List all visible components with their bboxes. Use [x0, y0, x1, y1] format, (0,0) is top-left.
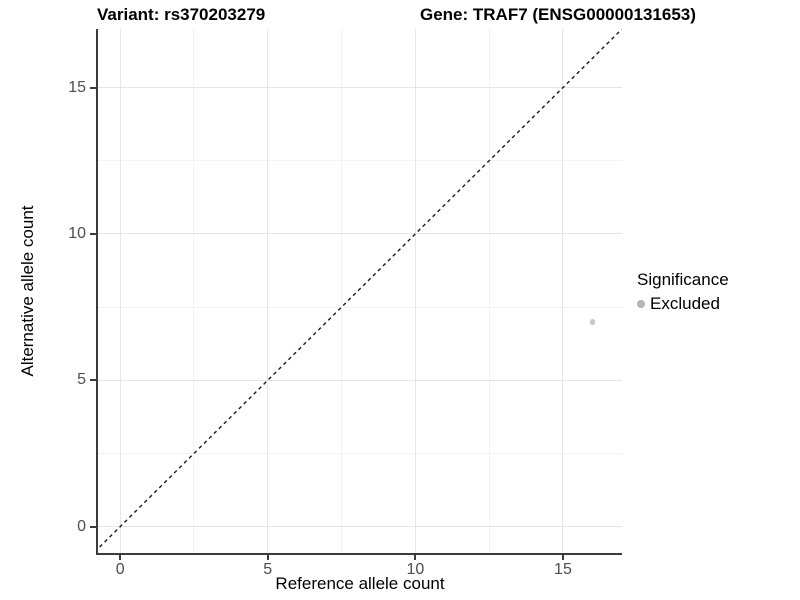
x-axis-tick: [561, 555, 564, 560]
x-minor-gridline: [341, 29, 343, 553]
y-minor-gridline: [98, 160, 622, 162]
x-minor-gridline: [488, 29, 490, 553]
x-tick-label: 10: [406, 561, 425, 578]
data-point: [589, 318, 596, 325]
y-major-gridline: [98, 526, 622, 528]
legend: Significance Excluded: [637, 270, 729, 314]
x-axis-tick: [119, 555, 122, 560]
y-tick-label: 10: [68, 224, 86, 242]
y-axis-tick: [90, 86, 96, 89]
y-axis-tick: [90, 232, 96, 235]
y-major-gridline: [98, 87, 622, 89]
x-minor-gridline: [193, 29, 195, 553]
x-axis-tick: [266, 555, 269, 560]
x-axis-title: Reference allele count: [275, 574, 445, 593]
x-major-gridline: [119, 29, 121, 553]
plot-panel: [98, 29, 622, 553]
identity-dashed-line: [98, 29, 622, 550]
legend-title: Significance: [637, 270, 729, 289]
x-tick-label: 5: [263, 561, 273, 578]
plot-title-gene: Gene: TRAF7 (ENSG00000131653): [420, 5, 696, 24]
y-axis-tick: [90, 379, 96, 382]
y-axis-tick: [90, 525, 96, 528]
x-tick-label: 15: [554, 561, 572, 578]
x-axis-tick: [414, 555, 417, 560]
excluded-point-icon: [637, 300, 645, 308]
y-minor-gridline: [98, 452, 622, 454]
y-minor-gridline: [98, 306, 622, 308]
plot-title-variant: Variant: rs370203279: [97, 5, 266, 24]
y-axis-title: Alternative allele count: [18, 205, 37, 377]
x-major-gridline: [267, 29, 269, 553]
y-tick-label: 15: [68, 78, 86, 96]
y-tick-label: 0: [77, 517, 86, 535]
x-axis-line: [96, 553, 622, 555]
y-major-gridline: [98, 379, 622, 381]
legend-entry-excluded: Excluded: [637, 294, 729, 314]
y-axis-line: [96, 29, 98, 555]
x-major-gridline: [414, 29, 416, 553]
y-major-gridline: [98, 233, 622, 235]
y-tick-label: 5: [77, 371, 86, 389]
x-tick-label: 0: [115, 561, 125, 578]
x-major-gridline: [562, 29, 564, 553]
legend-entry-label: Excluded: [650, 294, 720, 313]
